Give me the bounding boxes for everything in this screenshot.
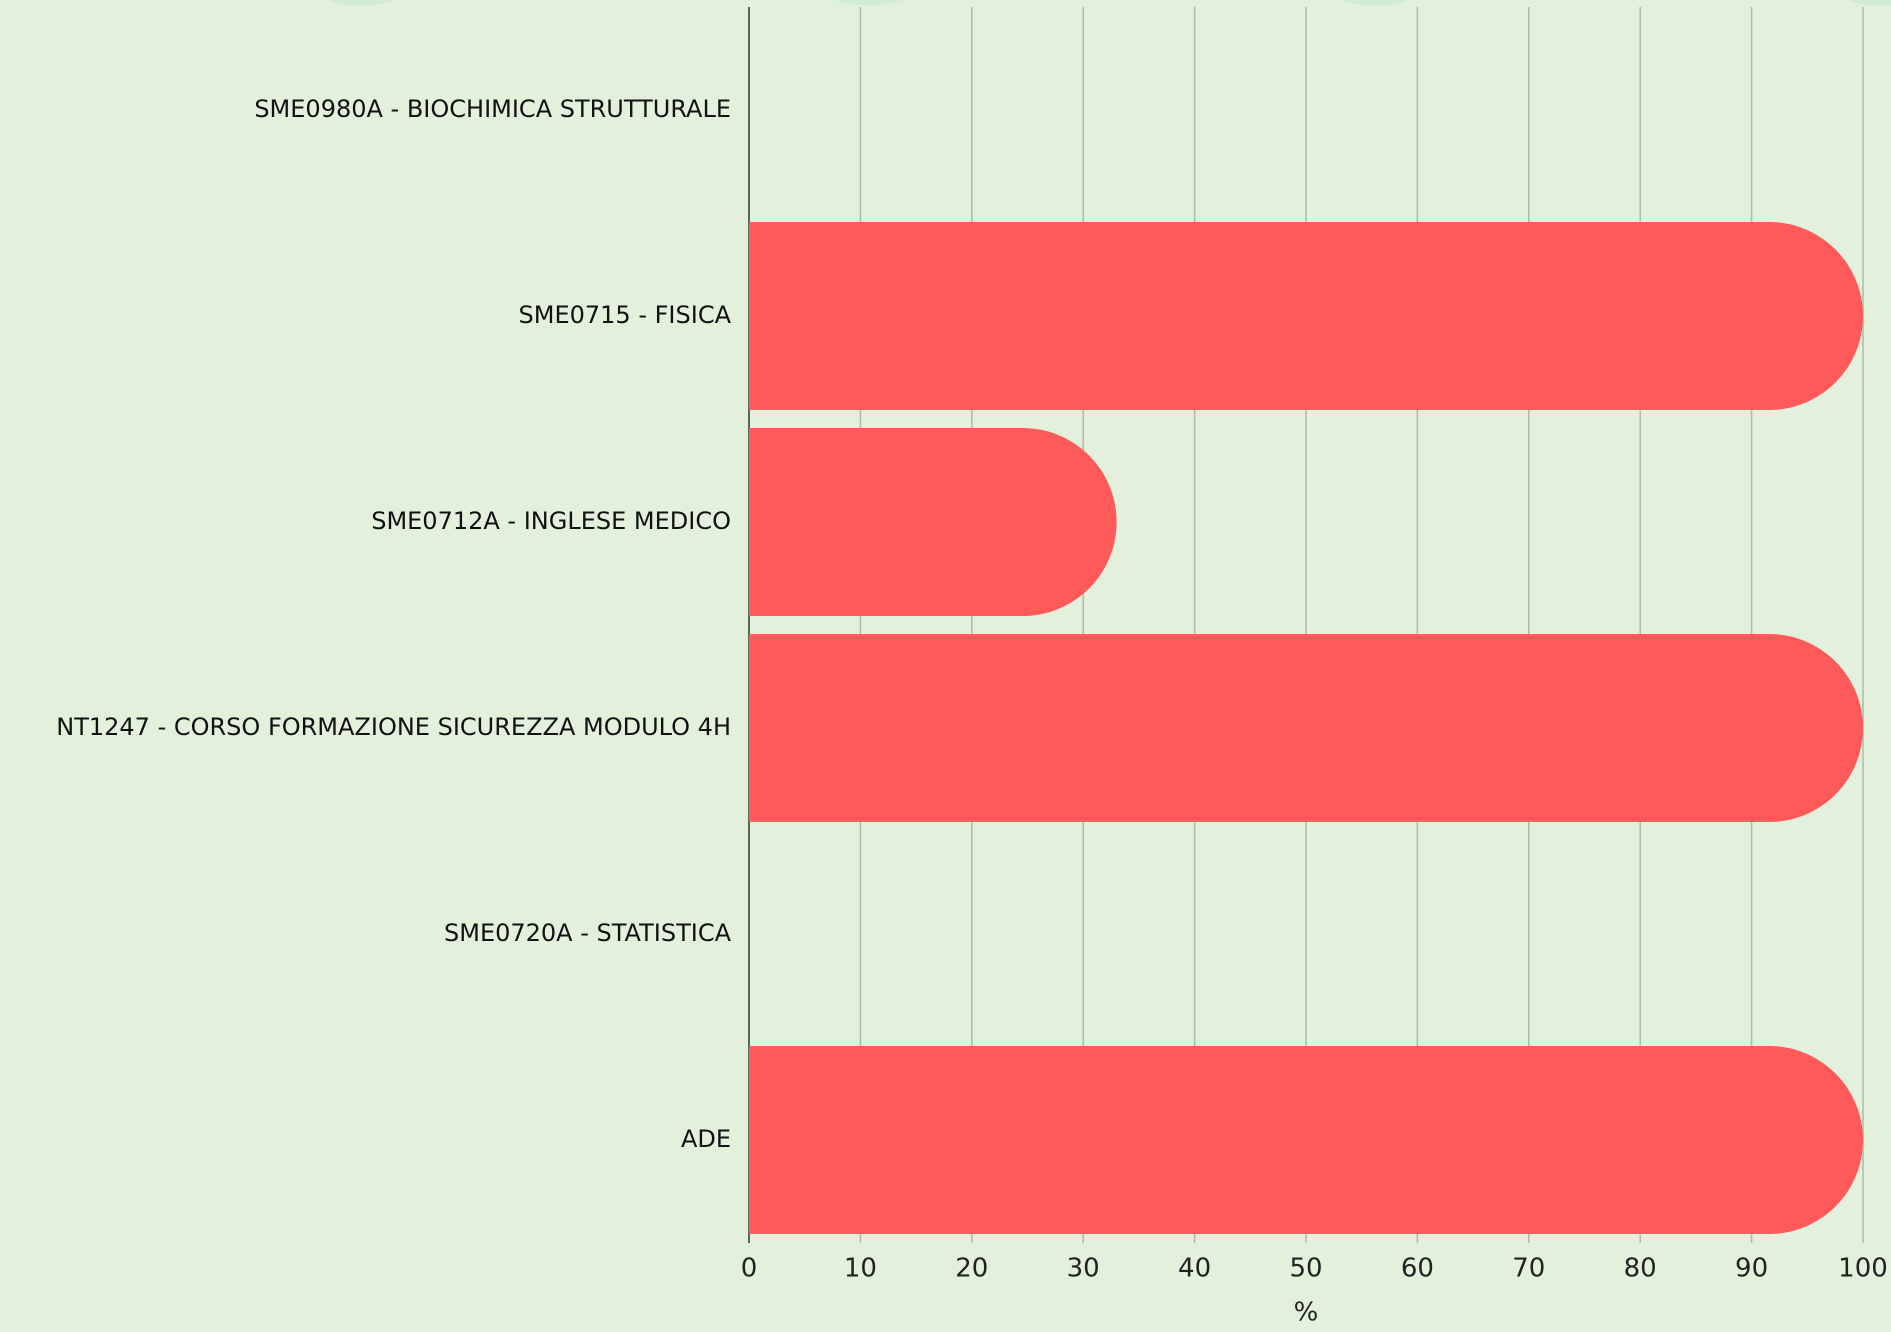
- bar: [749, 222, 1863, 410]
- x-tick-label: 60: [1401, 1254, 1434, 1284]
- x-tick-label: 30: [1067, 1254, 1100, 1284]
- x-tick-label: 100: [1838, 1254, 1888, 1284]
- y-tick-label: ADE: [681, 1125, 731, 1153]
- y-tick-label: SME0720A - STATISTICA: [444, 919, 732, 947]
- x-tick-label: 80: [1624, 1254, 1657, 1284]
- y-tick-label: SME0712A - INGLESE MEDICO: [371, 507, 731, 535]
- x-tick-label: 90: [1735, 1254, 1768, 1284]
- x-tick-label: 20: [955, 1254, 988, 1284]
- x-tick-label: 10: [844, 1254, 877, 1284]
- y-tick-label: SME0980A - BIOCHIMICA STRUTTURALE: [254, 95, 731, 123]
- x-axis-label: %: [1294, 1298, 1319, 1328]
- bar: [749, 1046, 1863, 1234]
- bar: [749, 428, 1117, 616]
- x-tick-label: 0: [741, 1254, 758, 1284]
- decoration: [328, 0, 1891, 6]
- x-tick-label: 40: [1178, 1254, 1211, 1284]
- y-tick-label: NT1247 - CORSO FORMAZIONE SICUREZZA MODU…: [56, 713, 731, 741]
- x-tick-label: 70: [1512, 1254, 1545, 1284]
- bar: [749, 634, 1863, 822]
- x-tick-label: 50: [1289, 1254, 1322, 1284]
- y-tick-label: SME0715 - FISICA: [519, 301, 732, 329]
